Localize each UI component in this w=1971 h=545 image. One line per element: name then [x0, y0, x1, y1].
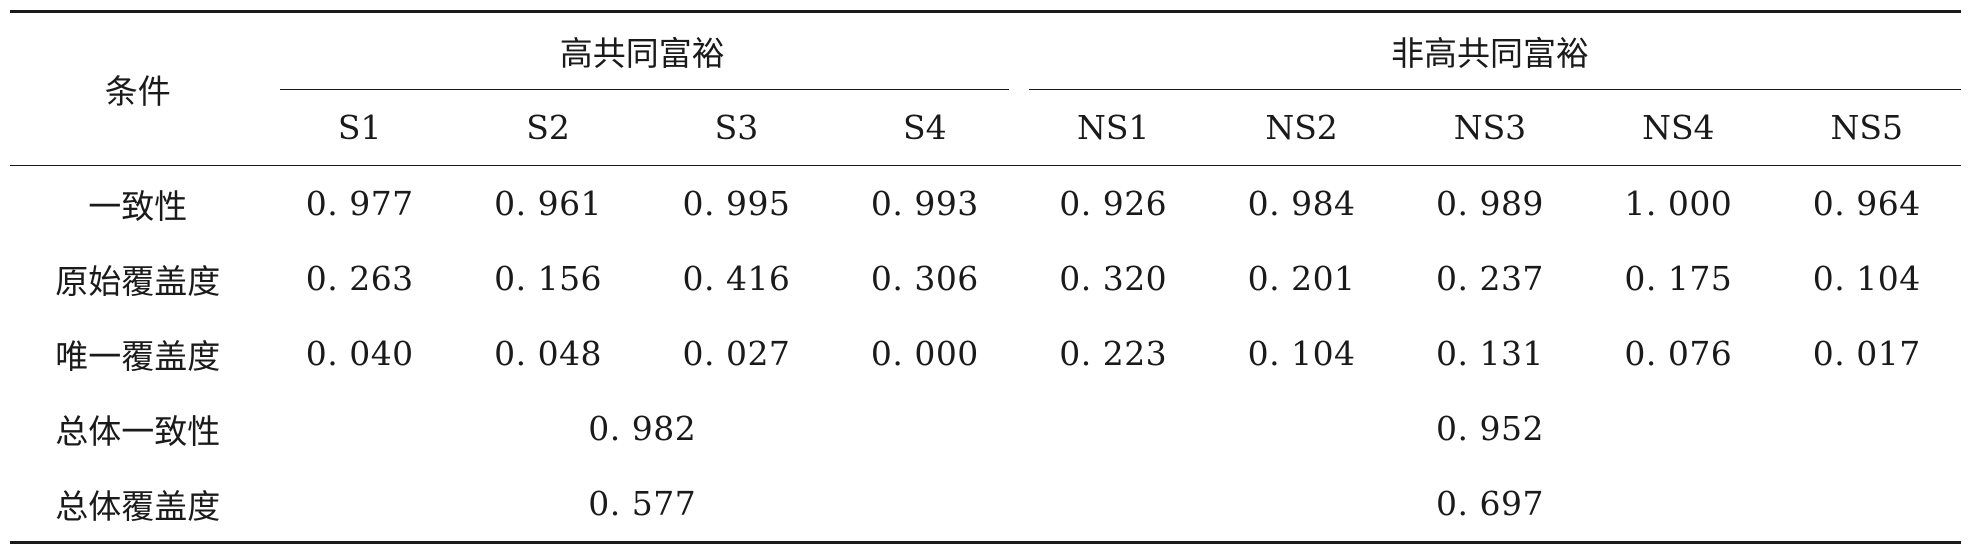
summary-cell-high: 0. 982	[588, 409, 697, 448]
table-cell: 0. 201	[1247, 259, 1356, 298]
table-cell: 0. 989	[1435, 184, 1544, 223]
table-cell: 0. 977	[305, 184, 414, 223]
results-table: 条件 高共同富裕 非高共同富裕 S1 S2 S3 S4 NS1 NS2 NS3 …	[10, 10, 1961, 544]
row-label: 唯一覆盖度	[55, 336, 221, 376]
table-cell: 0. 320	[1059, 259, 1168, 298]
column-header: S3	[714, 107, 759, 147]
table-cell: 0. 416	[682, 259, 791, 298]
table-cell: 0. 993	[870, 184, 979, 223]
table-row: 原始覆盖度 0. 263 0. 156 0. 416 0. 306 0. 320…	[10, 241, 1961, 316]
column-header: S1	[337, 107, 382, 147]
table-cell: 0. 048	[494, 334, 603, 373]
table-cell: 0. 995	[682, 184, 791, 223]
table-cell: 0. 306	[870, 259, 979, 298]
header-column-row: S1 S2 S3 S4 NS1 NS2 NS3 NS4 NS5	[10, 89, 1961, 166]
table-cell: 1. 000	[1624, 184, 1733, 223]
table-cell: 0. 156	[494, 259, 603, 298]
row-label: 一致性	[88, 186, 188, 226]
corner-label: 条件	[10, 11, 266, 166]
row-label: 原始覆盖度	[55, 261, 221, 301]
table-cell: 0. 984	[1247, 184, 1356, 223]
summary-cell-high: 0. 577	[588, 484, 697, 523]
table-cell: 0. 131	[1435, 334, 1544, 373]
column-header: NS4	[1642, 107, 1715, 147]
row-label: 总体覆盖度	[55, 486, 221, 526]
summary-cell-non-high: 0. 697	[1436, 484, 1544, 523]
group-header-non-high: 非高共同富裕	[1019, 12, 1961, 90]
table-cell: 0. 000	[870, 334, 979, 373]
summary-row: 总体一致性 0. 982 0. 952	[10, 391, 1961, 466]
column-header: NS5	[1830, 107, 1903, 147]
group-header-high-label: 高共同富裕	[559, 34, 725, 73]
table-cell: 0. 964	[1812, 184, 1921, 223]
table-row: 一致性 0. 977 0. 961 0. 995 0. 993 0. 926 0…	[10, 166, 1961, 242]
summary-row: 总体覆盖度 0. 577 0. 697	[10, 466, 1961, 543]
column-header: S4	[903, 107, 947, 147]
column-header: NS1	[1076, 107, 1150, 147]
group-header-non-high-label: 非高共同富裕	[1391, 34, 1589, 73]
table-row: 唯一覆盖度 0. 040 0. 048 0. 027 0. 000 0. 223…	[10, 316, 1961, 391]
table-cell: 0. 237	[1435, 259, 1544, 298]
column-header: NS2	[1265, 107, 1338, 147]
table-cell: 0. 926	[1059, 184, 1168, 223]
table-cell: 0. 175	[1624, 259, 1733, 298]
table-cell: 0. 104	[1247, 334, 1356, 373]
header-group-row: 条件 高共同富裕 非高共同富裕	[10, 11, 1961, 166]
table-cell: 0. 040	[305, 334, 414, 373]
column-header: NS3	[1453, 107, 1527, 147]
summary-cell-non-high: 0. 952	[1436, 409, 1544, 448]
column-header: S2	[526, 107, 570, 147]
table-cell: 0. 076	[1624, 334, 1733, 373]
row-label: 总体一致性	[55, 411, 221, 451]
table-cell: 0. 017	[1812, 334, 1921, 373]
table-cell: 0. 223	[1059, 334, 1168, 373]
table-cell: 0. 104	[1812, 259, 1921, 298]
group-header-high: 高共同富裕	[266, 12, 1020, 90]
table-cell: 0. 961	[494, 184, 603, 223]
table-cell: 0. 027	[682, 334, 791, 373]
table-cell: 0. 263	[305, 259, 414, 298]
